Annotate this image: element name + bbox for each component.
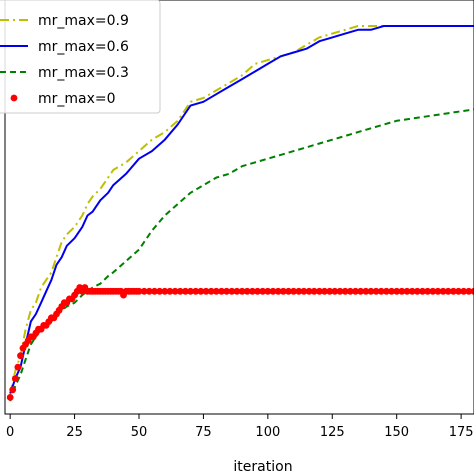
- data-point-mr-max-0: [336, 287, 344, 295]
- data-point-mr-max-0: [238, 287, 246, 295]
- data-point-mr-max-0: [321, 287, 328, 295]
- data-point-mr-max-0: [455, 287, 462, 295]
- data-point-mr-max-0: [197, 287, 205, 295]
- x-tick-label: 125: [320, 425, 345, 440]
- data-point-mr-max-0: [424, 287, 431, 295]
- data-point-mr-max-0: [182, 287, 189, 295]
- data-point-mr-max-0: [192, 287, 200, 295]
- legend-item-mr-max-0-6: mr_max=0.6: [0, 39, 129, 55]
- data-point-mr-max-0: [362, 287, 370, 295]
- plot-area-frame: [4, 0, 474, 415]
- data-point-mr-max-0: [419, 287, 426, 295]
- data-point-mr-max-0: [444, 287, 452, 295]
- data-point-mr-max-0: [9, 386, 17, 394]
- data-point-mr-max-0: [316, 287, 323, 295]
- data-point-mr-max-0: [161, 287, 169, 295]
- data-point-mr-max-0: [331, 287, 339, 295]
- data-point-mr-max-0: [218, 287, 225, 295]
- legend-label: mr_max=0.3: [38, 65, 129, 81]
- series-mr-max-0: [6, 284, 474, 401]
- x-tick-label: 150: [384, 425, 409, 440]
- data-point-mr-max-0: [212, 287, 220, 295]
- legend-label: mr_max=0.6: [38, 39, 129, 55]
- data-point-mr-max-0: [439, 287, 447, 295]
- data-point-mr-max-0: [274, 287, 282, 295]
- data-point-mr-max-0: [254, 287, 261, 295]
- data-point-mr-max-0: [377, 287, 385, 295]
- legend-marker: [10, 94, 18, 102]
- data-point-mr-max-0: [305, 287, 313, 295]
- legend-item-mr-max-0: mr_max=0: [10, 91, 116, 107]
- legend-label: mr_max=0.9: [38, 13, 129, 29]
- data-point-mr-max-0: [207, 287, 215, 295]
- data-point-mr-max-0: [166, 287, 174, 295]
- data-point-mr-max-0: [285, 287, 292, 295]
- data-point-mr-max-0: [413, 287, 421, 295]
- data-point-mr-max-0: [434, 287, 442, 295]
- data-point-mr-max-0: [249, 287, 256, 295]
- data-point-mr-max-0: [171, 287, 179, 295]
- legend-item-mr-max-0-3: mr_max=0.3: [0, 65, 129, 81]
- data-point-mr-max-0: [140, 287, 148, 295]
- data-point-mr-max-0: [429, 287, 437, 295]
- data-point-mr-max-0: [295, 287, 303, 295]
- data-point-mr-max-0: [259, 287, 267, 295]
- data-point-mr-max-0: [233, 287, 241, 295]
- x-tick-label: 100: [255, 425, 280, 440]
- data-point-mr-max-0: [383, 287, 390, 295]
- data-point-mr-max-0: [470, 287, 474, 295]
- data-point-mr-max-0: [264, 287, 272, 295]
- x-tick-label: 50: [131, 425, 148, 440]
- data-point-mr-max-0: [228, 287, 236, 295]
- legend: mr_max=0.9 mr_max=0.6 mr_max=0.3 mr_max=0: [0, 0, 161, 114]
- data-point-mr-max-0: [357, 287, 364, 295]
- data-point-mr-max-0: [11, 375, 19, 382]
- data-point-mr-max-0: [367, 287, 375, 295]
- data-point-mr-max-0: [465, 287, 473, 295]
- data-point-mr-max-0: [408, 287, 416, 295]
- data-point-mr-max-0: [300, 287, 308, 295]
- data-point-mr-max-0: [326, 287, 334, 295]
- series-line-mr-max-0-3: [9, 108, 474, 402]
- data-point-mr-max-0: [135, 287, 143, 295]
- data-point-mr-max-0: [352, 287, 359, 295]
- legend-item-mr-max-0-9: mr_max=0.9: [0, 13, 129, 29]
- data-point-mr-max-0: [393, 287, 401, 295]
- data-point-mr-max-0: [450, 287, 457, 295]
- data-point-mr-max-0: [290, 287, 297, 295]
- x-axis: 0 25 50 75 100 125 150 175: [6, 414, 474, 440]
- data-point-mr-max-0: [17, 352, 24, 360]
- legend-box: [0, 0, 161, 114]
- x-tick-label: 75: [195, 425, 212, 440]
- data-point-mr-max-0: [223, 287, 231, 295]
- series-layer: [6, 25, 474, 402]
- data-point-mr-max-0: [279, 287, 287, 295]
- data-point-mr-max-0: [145, 287, 153, 295]
- data-point-mr-max-0: [310, 287, 318, 295]
- series-line-mr-max-0-9: [9, 25, 474, 394]
- data-point-mr-max-0: [156, 287, 164, 295]
- x-tick-label: 0: [6, 425, 14, 440]
- data-point-mr-max-0: [341, 287, 349, 295]
- data-point-mr-max-0: [14, 363, 22, 371]
- series-line-mr-max-0-6: [9, 25, 474, 394]
- data-point-mr-max-0: [403, 287, 411, 295]
- data-point-mr-max-0: [269, 287, 277, 295]
- data-point-mr-max-0: [460, 287, 468, 295]
- x-tick-label: 175: [449, 425, 474, 440]
- data-point-mr-max-0: [202, 287, 210, 295]
- data-point-mr-max-0: [176, 287, 184, 295]
- x-tick-label: 25: [66, 425, 83, 440]
- data-point-mr-max-0: [243, 287, 251, 295]
- data-point-mr-max-0: [346, 287, 354, 295]
- data-point-mr-max-0: [398, 287, 406, 295]
- data-point-mr-max-0: [151, 287, 158, 295]
- data-point-mr-max-0: [372, 287, 380, 295]
- legend-label: mr_max=0: [38, 91, 116, 107]
- data-point-mr-max-0: [187, 287, 194, 295]
- data-point-mr-max-0: [388, 287, 395, 295]
- data-point-mr-max-0: [6, 394, 14, 401]
- x-axis-label: iteration: [233, 459, 292, 474]
